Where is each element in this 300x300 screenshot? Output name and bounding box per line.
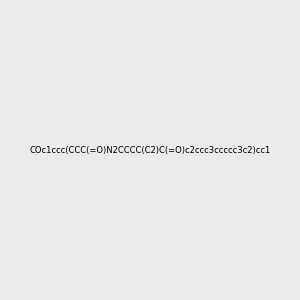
Text: COc1ccc(CCC(=O)N2CCCC(C2)C(=O)c2ccc3ccccc3c2)cc1: COc1ccc(CCC(=O)N2CCCC(C2)C(=O)c2ccc3cccc…: [29, 146, 271, 154]
